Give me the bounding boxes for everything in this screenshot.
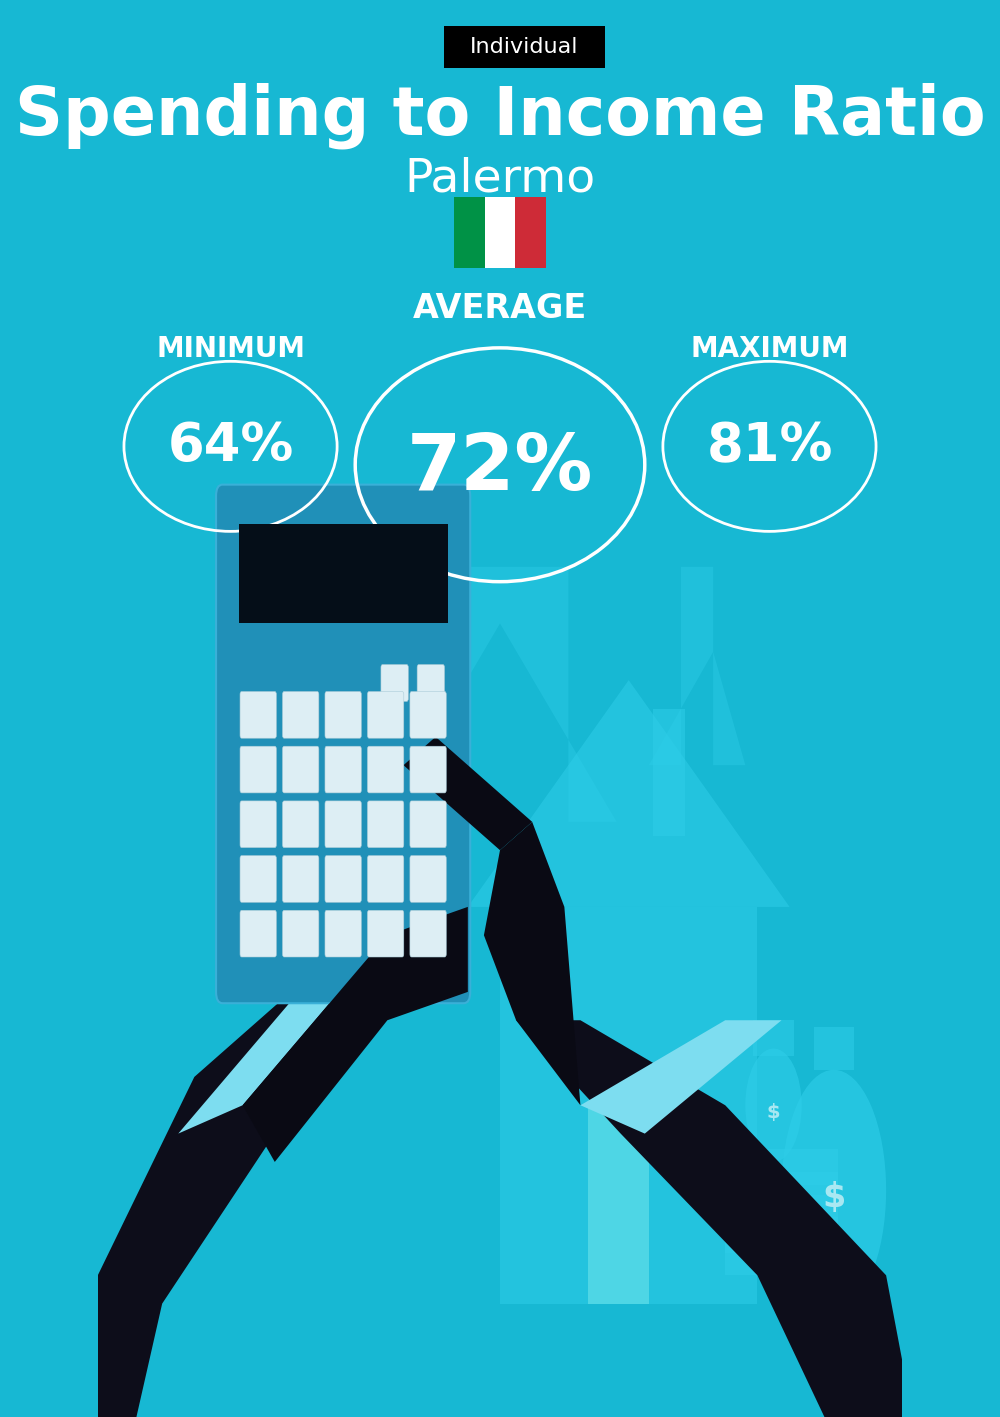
FancyBboxPatch shape [325, 801, 361, 847]
Bar [653, 708, 685, 836]
FancyBboxPatch shape [240, 747, 276, 794]
Bar [725, 1195, 838, 1230]
Polygon shape [484, 822, 580, 1105]
Bar [485, 197, 515, 268]
Bar [725, 1217, 838, 1253]
Polygon shape [178, 935, 387, 1134]
FancyBboxPatch shape [367, 910, 404, 956]
Text: $: $ [767, 1102, 780, 1122]
FancyBboxPatch shape [283, 691, 319, 738]
Bar [725, 1172, 838, 1207]
Bar [753, 1020, 794, 1056]
Text: $: $ [822, 1180, 845, 1214]
Text: MINIMUM: MINIMUM [156, 334, 305, 363]
FancyBboxPatch shape [325, 747, 361, 794]
FancyBboxPatch shape [410, 801, 446, 847]
Bar [239, 524, 448, 623]
FancyBboxPatch shape [283, 747, 319, 794]
Text: Spending to Income Ratio: Spending to Income Ratio [15, 84, 985, 149]
Bar [454, 197, 485, 268]
Polygon shape [243, 907, 468, 1162]
Bar [814, 1027, 854, 1070]
FancyBboxPatch shape [417, 665, 444, 701]
FancyBboxPatch shape [283, 801, 319, 847]
FancyBboxPatch shape [240, 691, 276, 738]
FancyBboxPatch shape [381, 665, 408, 701]
FancyBboxPatch shape [283, 856, 319, 903]
Ellipse shape [745, 1049, 802, 1162]
FancyBboxPatch shape [410, 910, 446, 956]
Polygon shape [516, 1020, 918, 1417]
Polygon shape [82, 964, 379, 1417]
Bar [588, 1105, 649, 1304]
Bar [500, 907, 757, 1304]
Text: 64%: 64% [167, 421, 294, 472]
FancyBboxPatch shape [283, 910, 319, 956]
Polygon shape [649, 567, 745, 765]
FancyBboxPatch shape [410, 747, 446, 794]
FancyBboxPatch shape [367, 856, 404, 903]
Polygon shape [383, 567, 617, 822]
FancyBboxPatch shape [367, 747, 404, 794]
FancyBboxPatch shape [325, 691, 361, 738]
Polygon shape [468, 680, 790, 907]
FancyBboxPatch shape [240, 910, 276, 956]
FancyBboxPatch shape [410, 856, 446, 903]
FancyBboxPatch shape [240, 856, 276, 903]
Bar [515, 197, 546, 268]
Ellipse shape [782, 1070, 886, 1311]
Text: MAXIMUM: MAXIMUM [690, 334, 849, 363]
Polygon shape [580, 1020, 782, 1134]
Text: Palermo: Palermo [404, 156, 596, 201]
Bar [725, 1149, 838, 1185]
Text: AVERAGE: AVERAGE [413, 292, 587, 326]
FancyBboxPatch shape [410, 691, 446, 738]
Polygon shape [259, 588, 375, 716]
Bar [725, 1240, 838, 1275]
FancyBboxPatch shape [367, 801, 404, 847]
FancyBboxPatch shape [367, 691, 404, 738]
FancyBboxPatch shape [240, 801, 276, 847]
Text: Individual: Individual [470, 37, 578, 57]
FancyBboxPatch shape [325, 856, 361, 903]
Text: 81%: 81% [706, 421, 833, 472]
FancyBboxPatch shape [325, 910, 361, 956]
FancyBboxPatch shape [216, 485, 470, 1003]
Polygon shape [403, 737, 532, 850]
Text: 72%: 72% [407, 429, 593, 506]
FancyBboxPatch shape [444, 26, 605, 68]
